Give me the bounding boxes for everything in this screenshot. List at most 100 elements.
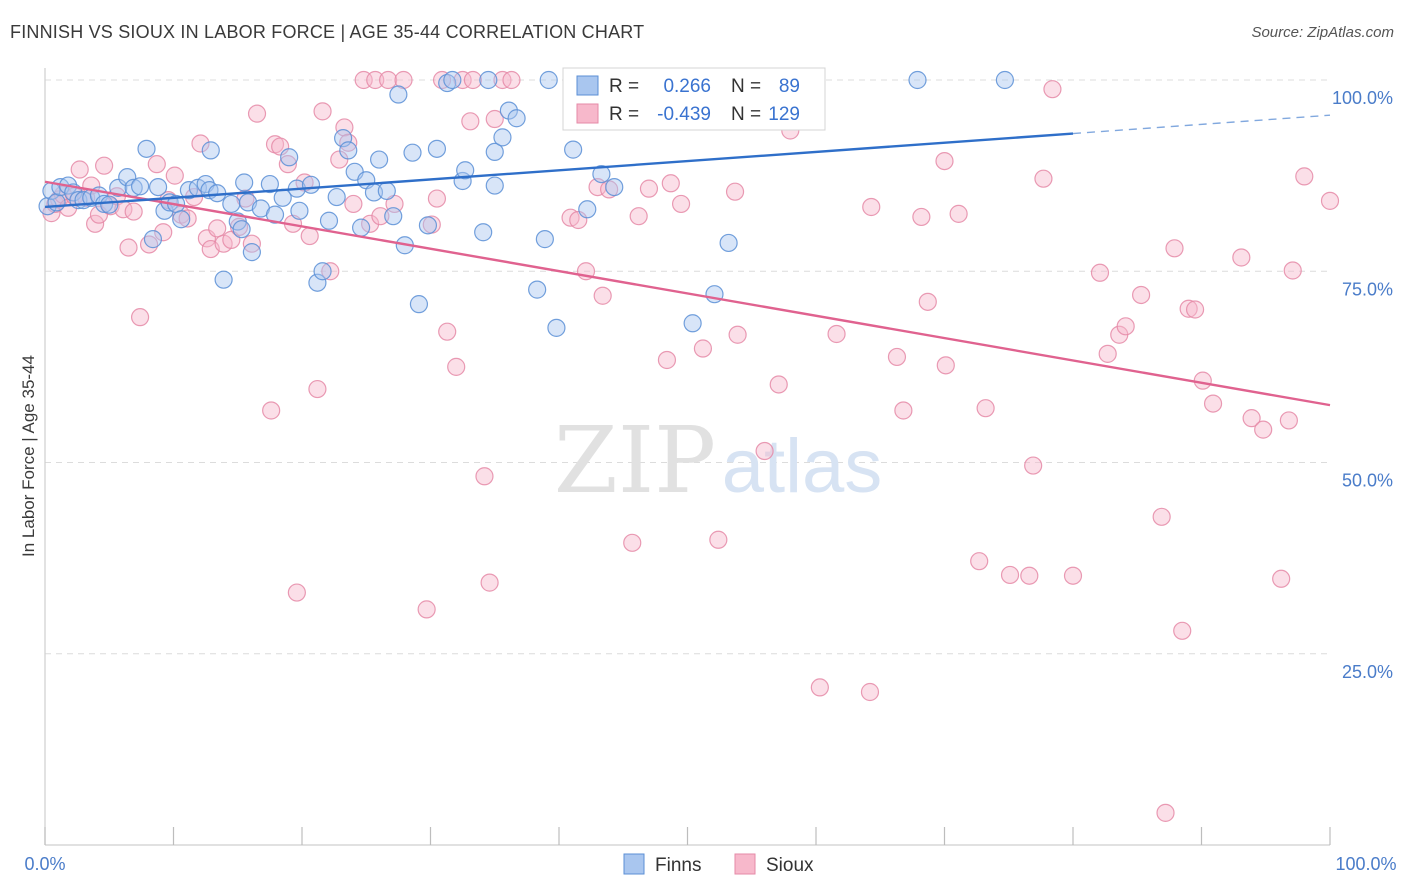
finns-point bbox=[485, 142, 504, 162]
finns-point bbox=[370, 150, 389, 169]
sioux-point bbox=[119, 238, 138, 257]
sioux-point bbox=[247, 104, 267, 123]
y-tick-label: 50.0% bbox=[1342, 471, 1393, 491]
sioux-point bbox=[1024, 456, 1043, 475]
finns-point bbox=[260, 174, 279, 194]
y-axis-title: In Labor Force | Age 35-44 bbox=[19, 355, 38, 557]
sioux-point bbox=[447, 357, 466, 376]
sioux-point bbox=[147, 155, 166, 174]
sioux-point bbox=[1193, 371, 1212, 390]
legend-finns-label: Finns bbox=[655, 855, 701, 876]
finns-point bbox=[418, 216, 438, 235]
sioux-point bbox=[935, 151, 954, 171]
sioux-point bbox=[657, 350, 677, 370]
finns-point bbox=[290, 201, 309, 220]
sioux-point bbox=[1320, 191, 1340, 210]
finns-point bbox=[507, 109, 526, 128]
sioux-point bbox=[278, 155, 297, 174]
sioux-point bbox=[936, 356, 955, 375]
sioux-point bbox=[70, 160, 89, 179]
finns-point bbox=[485, 176, 504, 195]
finns-point bbox=[201, 141, 220, 160]
grid-lines bbox=[45, 79, 1330, 655]
source-credit: Source: ZipAtlas.com bbox=[1251, 24, 1394, 41]
sioux-point bbox=[827, 324, 846, 344]
finns-point bbox=[339, 141, 358, 160]
sioux-point bbox=[178, 209, 197, 228]
sioux-point bbox=[485, 109, 504, 129]
sioux-point bbox=[313, 102, 332, 121]
finns-point bbox=[327, 187, 346, 207]
sioux-r-value: -0.439 bbox=[657, 104, 711, 125]
sioux-point bbox=[949, 204, 968, 223]
sioux-point bbox=[755, 441, 774, 461]
sioux-point bbox=[427, 189, 447, 208]
finns-point bbox=[319, 211, 339, 230]
sioux-point bbox=[1242, 409, 1261, 428]
finns-swatch bbox=[576, 75, 599, 96]
finns-r-value: 0.266 bbox=[663, 76, 711, 97]
sioux-point bbox=[1116, 317, 1135, 336]
finns-point bbox=[389, 85, 408, 104]
sioux-point bbox=[1279, 411, 1298, 430]
sioux-point bbox=[417, 600, 436, 619]
finns-point bbox=[47, 193, 66, 212]
sioux-point bbox=[475, 467, 494, 486]
sioux-point bbox=[887, 347, 907, 367]
finns-point bbox=[908, 70, 927, 90]
sioux-point bbox=[862, 197, 881, 217]
sioux-point bbox=[912, 207, 931, 227]
sioux-point bbox=[1165, 239, 1184, 258]
sioux-point bbox=[95, 156, 114, 175]
sioux-point bbox=[1179, 299, 1198, 318]
sioux-point bbox=[1173, 621, 1192, 640]
sioux-point bbox=[130, 308, 150, 327]
legend-sioux-label: Sioux bbox=[766, 855, 814, 876]
sioux-point bbox=[378, 70, 398, 90]
finns-trend-extension bbox=[1072, 114, 1331, 135]
finns-point bbox=[403, 143, 422, 162]
sioux-point bbox=[1203, 394, 1223, 413]
watermark-zip: ZIP bbox=[554, 407, 716, 514]
sioux-point bbox=[810, 678, 829, 697]
sioux-point bbox=[725, 182, 745, 201]
stats-legend: R = 0.266 N = 89 R = -0.439 N = 129 bbox=[562, 67, 826, 131]
sioux-point bbox=[154, 223, 173, 242]
sioux-point bbox=[432, 70, 452, 90]
finns-point bbox=[100, 195, 119, 214]
finns-point bbox=[438, 73, 457, 93]
sioux-point bbox=[1000, 565, 1020, 585]
y-tick-labels: 25.0% 50.0% 75.0% 100.0% bbox=[1332, 88, 1393, 682]
sioux-point bbox=[366, 70, 385, 90]
finns-point bbox=[143, 230, 163, 249]
finns-point bbox=[456, 161, 475, 180]
sioux-point bbox=[976, 399, 995, 418]
finns-point bbox=[493, 128, 512, 147]
finns-point bbox=[719, 233, 738, 253]
sioux-point bbox=[1295, 167, 1314, 186]
finns-point bbox=[242, 243, 261, 262]
finns-n-label: N = bbox=[731, 76, 761, 97]
finns-point bbox=[995, 70, 1014, 90]
x-tick-label-min: 0.0% bbox=[24, 854, 65, 874]
finns-point bbox=[118, 168, 137, 187]
sioux-point bbox=[894, 401, 913, 420]
sioux-point bbox=[1063, 566, 1083, 585]
sioux-point bbox=[1272, 569, 1291, 588]
finns-point bbox=[280, 148, 299, 167]
sioux-point bbox=[371, 207, 390, 226]
finns-point bbox=[479, 70, 498, 90]
sioux-point bbox=[86, 214, 105, 233]
sioux-point bbox=[1132, 285, 1151, 305]
finns-point bbox=[377, 181, 396, 201]
sioux-trend-line bbox=[44, 180, 1331, 407]
finns-point bbox=[474, 223, 493, 242]
finns-point bbox=[578, 200, 597, 219]
sioux-point bbox=[502, 70, 521, 90]
y-tick-label: 75.0% bbox=[1342, 279, 1393, 299]
finns-point bbox=[592, 164, 611, 184]
finns-point bbox=[301, 175, 321, 194]
sioux-point bbox=[1232, 248, 1251, 267]
sioux-point bbox=[1185, 300, 1205, 319]
finns-point bbox=[232, 220, 251, 239]
